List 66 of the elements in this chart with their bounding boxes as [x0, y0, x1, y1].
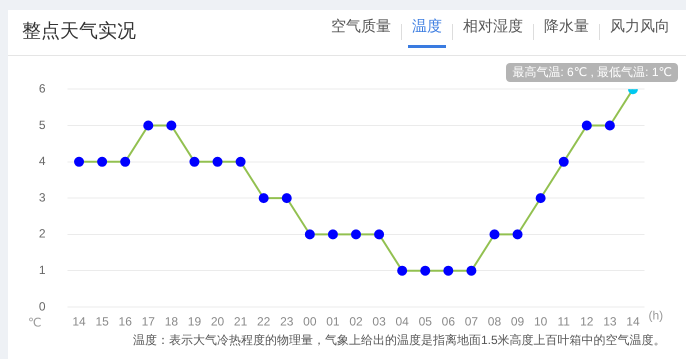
x-tick-label: 23	[280, 314, 294, 329]
point	[420, 266, 430, 276]
point	[351, 229, 361, 240]
point	[443, 266, 454, 276]
point	[97, 156, 108, 167]
x-tick-label: 17	[142, 314, 156, 329]
x-tick-label: 22	[257, 314, 271, 329]
text: 相对湿度	[462, 17, 524, 37]
text: 降水量	[543, 17, 590, 37]
x-tick-label: 04	[395, 314, 410, 329]
x-tick-label: 16	[118, 314, 132, 329]
point	[466, 266, 476, 276]
x-tick-label: 05	[418, 314, 432, 329]
point	[512, 229, 523, 240]
y-tick-label: 5	[38, 118, 46, 132]
y-tick-label: 0	[38, 299, 46, 314]
x-tick-label: 21	[234, 314, 248, 329]
x-tick-label: 18	[164, 314, 178, 329]
x-tick-label: 12	[580, 314, 594, 329]
y-tick-label: 1	[38, 263, 46, 278]
x-tick-label: 14	[626, 314, 640, 329]
point	[258, 193, 269, 204]
point	[120, 156, 130, 167]
text: 风力风向	[609, 17, 671, 37]
x-tick-label: 11	[557, 314, 570, 329]
point	[604, 120, 615, 130]
x-tick-label: 09	[510, 314, 525, 329]
y-tick-label: 4	[38, 154, 46, 168]
point	[74, 156, 84, 167]
x-tick-label: 01	[326, 314, 340, 329]
point	[328, 229, 338, 240]
x-tick-label: 20	[210, 314, 225, 329]
text: 温度	[408, 15, 446, 48]
point	[212, 156, 223, 167]
x-axis-title: (h)	[648, 308, 664, 322]
y-tick-label: 3	[38, 190, 46, 204]
y-tick-label: 6	[38, 82, 46, 96]
x-tick-label: 08	[488, 314, 502, 329]
text: 温度：表示大气冷热程度的物理量，气象上给出的温度是指离地面1.5米高度上百叶箱中的空气温度。	[133, 332, 666, 349]
x-tick-label: 13	[603, 314, 617, 329]
text: 最高气温: 6℃ , 最低气温: 1℃	[506, 63, 678, 82]
point	[558, 156, 569, 167]
text: 空气质量	[330, 17, 392, 37]
point	[489, 229, 500, 240]
x-tick-label: 15	[95, 314, 110, 329]
point	[374, 229, 384, 240]
x-tick-label: 06	[442, 314, 456, 329]
point	[189, 156, 200, 167]
y-axis-title: ℃	[28, 315, 42, 330]
point	[282, 193, 292, 204]
chart-title: 整点天气实况	[22, 20, 136, 44]
x-tick-label: 10	[534, 314, 548, 329]
x-tick-label: 14	[72, 314, 86, 329]
y-tick-label: 2	[38, 226, 46, 241]
point	[143, 120, 154, 130]
point	[397, 266, 408, 276]
x-tick-label: 00	[303, 314, 317, 329]
x-tick-label: 19	[188, 314, 202, 329]
point	[304, 229, 315, 240]
point	[166, 120, 176, 130]
point	[236, 156, 246, 167]
x-tick-label: 02	[349, 314, 363, 329]
point	[536, 193, 546, 204]
x-tick-label: 07	[464, 314, 478, 329]
x-tick-label: 03	[372, 314, 386, 329]
point	[582, 120, 592, 130]
